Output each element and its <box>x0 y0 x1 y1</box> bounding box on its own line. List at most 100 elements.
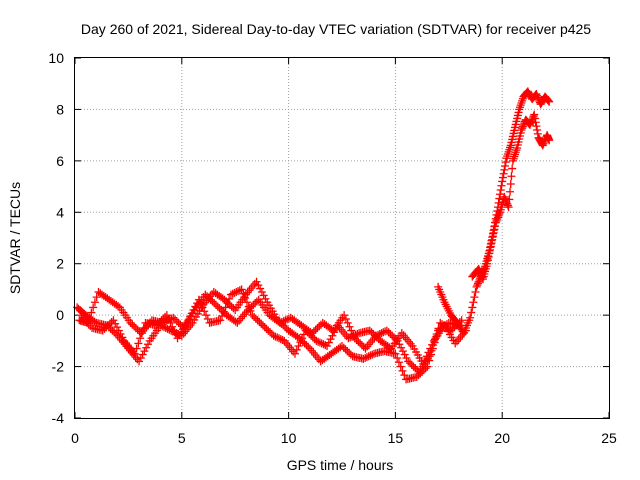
data-point <box>339 343 348 352</box>
data-point <box>315 338 324 347</box>
data-point <box>259 291 268 300</box>
data-point <box>401 333 410 342</box>
axis-ticks: 0 5 10 15 20 25 -4 -2 0 2 4 6 8 10 <box>48 50 617 446</box>
data-point <box>189 306 198 314</box>
data-point <box>109 316 118 325</box>
data-point <box>507 172 516 181</box>
data-point <box>349 331 358 340</box>
data-point <box>343 318 352 327</box>
data-point <box>393 354 402 362</box>
data-point <box>500 192 509 201</box>
data-point <box>526 119 535 128</box>
data-point <box>253 316 262 325</box>
y-tick-label: -4 <box>52 410 65 426</box>
data-point <box>242 298 251 307</box>
data-point <box>262 324 271 333</box>
data-point <box>501 194 510 203</box>
data-point <box>131 324 140 332</box>
data-point <box>384 328 393 337</box>
data-point <box>516 103 524 112</box>
data-point <box>354 337 363 346</box>
data-point <box>305 330 314 338</box>
data-point <box>269 331 278 340</box>
data-point <box>187 309 196 318</box>
data-point <box>114 302 123 311</box>
data-point <box>369 330 378 338</box>
data-point <box>234 287 243 296</box>
data-point <box>128 320 137 329</box>
data-point <box>501 162 510 170</box>
data-point <box>292 345 301 354</box>
data-point <box>138 350 147 359</box>
data-point <box>361 354 370 362</box>
data-point <box>246 306 255 315</box>
data-point <box>403 335 412 344</box>
data-point <box>271 332 280 341</box>
data-point <box>540 138 549 146</box>
data-points <box>73 87 554 384</box>
data-point <box>218 312 227 320</box>
data-point <box>518 122 527 131</box>
data-point <box>304 342 313 351</box>
data-point <box>251 314 260 323</box>
data-point <box>338 342 346 350</box>
data-point <box>203 292 212 301</box>
data-point <box>545 97 554 106</box>
data-point <box>232 288 241 296</box>
data-point <box>516 101 525 110</box>
data-point <box>273 333 282 342</box>
y-tick-label: 8 <box>56 101 64 117</box>
data-point <box>200 307 209 316</box>
data-point <box>474 264 483 273</box>
data-point <box>132 344 141 353</box>
data-point <box>487 239 496 248</box>
data-point <box>303 328 312 337</box>
x-axis-label: GPS time / hours <box>287 457 394 473</box>
data-point <box>538 141 547 150</box>
data-point <box>506 180 515 188</box>
data-point <box>394 358 403 367</box>
data-point <box>326 335 335 344</box>
data-point <box>398 347 407 356</box>
data-point <box>134 339 143 348</box>
data-point <box>255 318 264 326</box>
data-point <box>413 366 422 374</box>
data-point <box>235 316 244 325</box>
data-point <box>311 351 320 359</box>
data-point <box>216 316 225 325</box>
data-point <box>365 326 374 335</box>
data-point <box>107 318 116 326</box>
y-tick-label: 0 <box>56 307 64 323</box>
x-tick-label: 20 <box>494 430 510 446</box>
data-point <box>494 198 503 207</box>
data-point <box>155 318 164 326</box>
data-point <box>473 281 482 290</box>
data-point <box>140 347 149 356</box>
data-point <box>476 268 485 277</box>
data-point <box>171 330 180 339</box>
data-point <box>494 211 503 220</box>
x-tick-label: 10 <box>281 430 297 446</box>
data-point <box>90 317 99 326</box>
data-point <box>174 318 183 327</box>
chart-grid <box>75 58 609 418</box>
data-point <box>317 339 326 348</box>
data-point <box>501 158 510 167</box>
data-point <box>291 349 300 358</box>
data-point <box>92 293 101 302</box>
data-point <box>169 326 178 335</box>
data-point <box>89 303 98 312</box>
data-point <box>283 341 292 350</box>
y-tick-label: -2 <box>52 359 65 375</box>
data-point <box>307 331 316 340</box>
data-point <box>411 364 420 373</box>
data-point <box>229 304 238 313</box>
data-point <box>525 120 534 129</box>
data-point <box>345 322 354 331</box>
data-point <box>400 371 409 380</box>
data-point <box>257 319 266 328</box>
data-point <box>517 99 526 107</box>
data-point <box>264 326 273 335</box>
chart-title: Day 260 of 2021, Sidereal Day-to-day VTE… <box>81 21 591 37</box>
